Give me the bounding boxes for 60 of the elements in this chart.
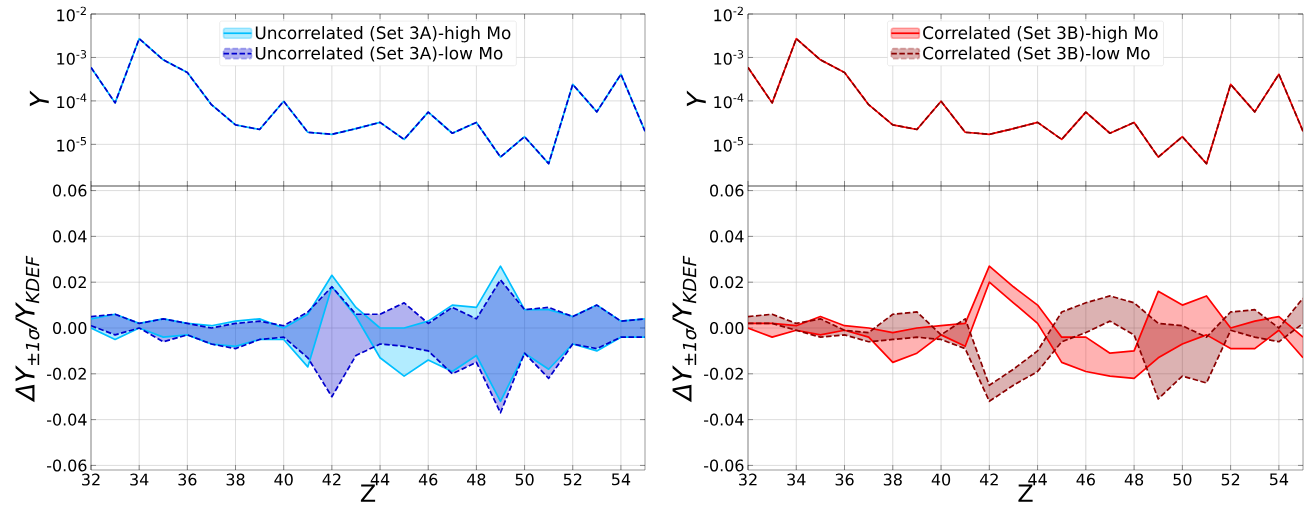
y-tick-label: 0.02 <box>710 276 743 289</box>
line-series <box>91 265 646 329</box>
line-series <box>91 324 646 414</box>
x-tick-label: 48 <box>1124 473 1144 486</box>
y-tick-label: -0.02 <box>704 367 743 380</box>
y-axis-title: ΔY$_{±1σ}$/Y$_{KDEF}$ <box>672 255 697 403</box>
y-tick-label: -0.06 <box>47 459 87 472</box>
x-tick-label: 42 <box>322 473 341 486</box>
y-tick-label: 10$^{-4}$ <box>714 93 744 109</box>
x-tick-label: 38 <box>883 473 902 486</box>
x-tick-label: 46 <box>418 473 438 486</box>
y-tick-label: 10$^{-2}$ <box>714 6 743 22</box>
y-tick-label: 10$^{-5}$ <box>57 137 87 152</box>
y-tick-label: 10$^{-5}$ <box>714 137 744 152</box>
x-axis-title: Z <box>360 484 376 502</box>
y-tick-label: 10$^{-2}$ <box>57 6 86 22</box>
x-tick-label: 38 <box>226 473 245 486</box>
x-axis-title: Z <box>1018 484 1033 502</box>
x-tick-label: 44 <box>1028 473 1047 486</box>
y-axis-title: Y <box>29 90 49 107</box>
x-tick-label: 54 <box>1269 473 1289 486</box>
y-tick-label: -0.02 <box>47 367 86 380</box>
line-series <box>748 320 1304 403</box>
x-tick-label: 50 <box>515 473 534 486</box>
y-tick-label: 0.06 <box>53 184 87 197</box>
y-tick-label: -0.04 <box>47 413 87 426</box>
legend-label: Correlated (Set 3B)-high Mo <box>923 26 1158 43</box>
x-tick-label: 36 <box>178 473 197 486</box>
x-tick-label: 52 <box>1221 473 1240 486</box>
x-tick-label: 52 <box>563 473 582 486</box>
y-axis-title: ΔY$_{±1σ}$/Y$_{KDEF}$ <box>15 255 40 403</box>
x-tick-label: 54 <box>612 473 631 486</box>
y-tick-label: 0.02 <box>53 276 86 289</box>
y-tick-label: -0.06 <box>704 459 744 472</box>
y-tick-label: 0.04 <box>710 230 744 243</box>
x-tick-label: 44 <box>370 473 390 486</box>
x-tick-label: 40 <box>931 473 951 486</box>
y-tick-label: 10$^{-4}$ <box>57 93 87 109</box>
x-tick-label: 32 <box>82 473 100 486</box>
x-tick-label: 48 <box>467 473 486 486</box>
y-axis-title: Y <box>686 90 706 107</box>
legend-label: Correlated (Set 3B)-low Mo <box>923 46 1150 62</box>
legend-label: Uncorrelated (Set 3A)-high Mo <box>255 26 511 43</box>
y-tick-label: 0.04 <box>53 230 87 243</box>
x-tick-label: 42 <box>979 473 998 486</box>
x-tick-label: 40 <box>274 473 293 486</box>
legend-label: Uncorrelated (Set 3A)-low Mo <box>255 46 503 62</box>
y-tick-label: 0.00 <box>710 321 744 335</box>
x-tick-label: 36 <box>835 473 854 486</box>
x-tick-label: 32 <box>739 473 757 486</box>
y-tick-label: -0.04 <box>704 413 744 426</box>
x-tick-label: 46 <box>1076 473 1095 486</box>
y-tick-label: 0.06 <box>710 184 744 197</box>
y-tick-label: 0.00 <box>53 321 87 335</box>
x-tick-label: 34 <box>130 473 149 486</box>
line-series <box>91 279 646 329</box>
y-tick-label: 10$^{-3}$ <box>57 50 87 65</box>
y-tick-label: 10$^{-3}$ <box>714 50 744 65</box>
x-tick-label: 34 <box>787 473 806 486</box>
x-tick-label: 50 <box>1173 473 1192 486</box>
